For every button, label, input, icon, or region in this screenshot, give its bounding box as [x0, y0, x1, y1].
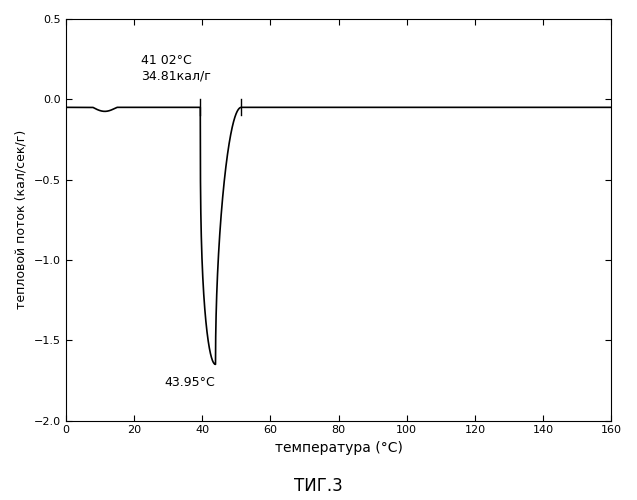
Text: ΤИГ.3: ΤИГ.3 — [294, 477, 343, 495]
Text: 41 02°C
34.81кал/г: 41 02°C 34.81кал/г — [141, 54, 210, 82]
X-axis label: температура (°C): температура (°C) — [275, 441, 403, 455]
Text: 43.95°C: 43.95°C — [164, 376, 215, 388]
Y-axis label: тепловой поток (кал/сек/г): тепловой поток (кал/сек/г) — [15, 130, 28, 310]
